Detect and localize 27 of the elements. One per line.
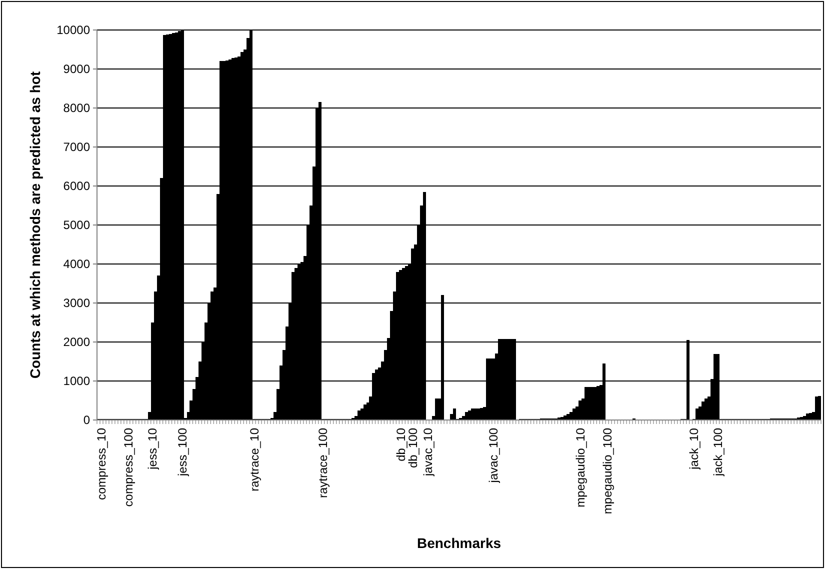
x-tick-label: mpegaudio_10 [573,428,588,508]
x-tick-label: db_100 [406,428,420,468]
x-tick-label: raytrace_100 [316,428,330,498]
y-tick-label: 5000 [63,218,90,232]
y-tick-label: 9000 [63,62,90,76]
x-tick-label: compress_10 [94,428,109,500]
x-tick-label: jack_10 [687,428,702,470]
x-tick-label: jess_10 [146,428,160,470]
y-tick-label: 6000 [63,179,90,194]
x-tick-label: jack_100 [710,428,725,478]
y-tick-label: 4000 [63,257,90,272]
y-tick-label: 10000 [56,23,90,38]
x-tick-label: compress_100 [122,428,136,507]
x-tick-label: javac_100 [486,428,501,484]
y-tick-label: 0 [83,413,90,428]
y-tick-label: 2000 [63,335,90,350]
y-axis-title: Counts at which methods are predicted as hot [27,71,43,379]
y-tick-label: 8000 [63,101,90,116]
x-tick-label: jess_100 [175,428,190,478]
y-tick-label: 7000 [63,140,90,154]
x-tick-label: javac_10 [420,428,435,478]
y-tick-label: 1000 [63,374,90,388]
x-tick-label: db_10 [394,428,408,462]
x-axis-title: Benchmarks [416,535,502,551]
y-tick-label: 3000 [63,296,90,310]
x-tick-label: raytrace_10 [247,428,262,492]
x-tick-label: mpegaudio_100 [600,428,614,514]
